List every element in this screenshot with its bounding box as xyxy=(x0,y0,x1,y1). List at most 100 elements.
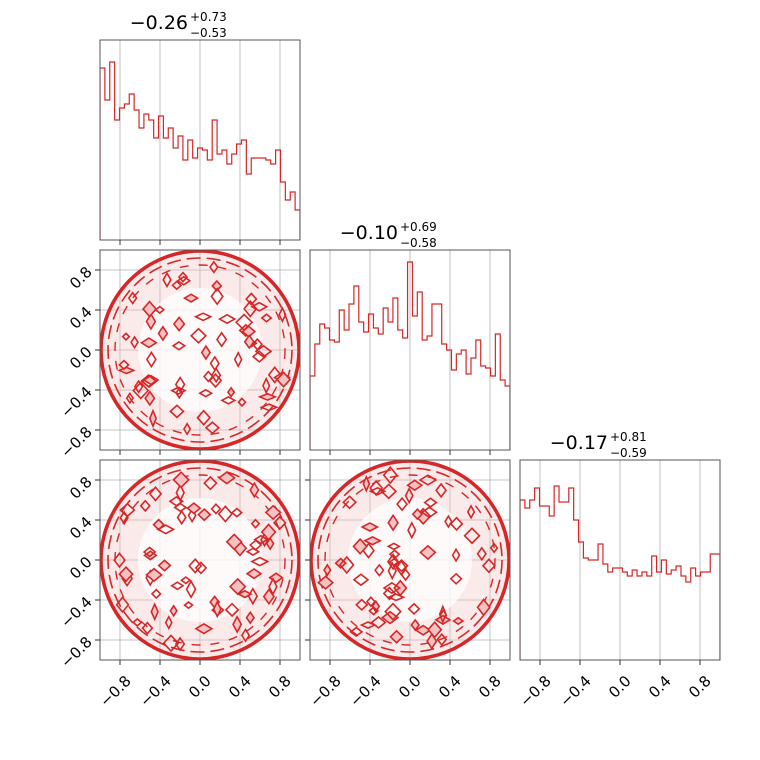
ytick-label-scatter-1-0-0: −0.8 xyxy=(57,423,95,461)
contour-blob-scatter-2-1-65 xyxy=(400,568,411,582)
contour-blob-scatter-1-0-28 xyxy=(243,299,258,318)
contour-blob-scatter-2-0-67 xyxy=(249,481,260,499)
contour-blob-scatter-1-0-10 xyxy=(144,390,156,407)
contour-blob-scatter-1-0-39 xyxy=(133,379,144,394)
ytick-label-scatter-2-0-4: 0.8 xyxy=(66,473,96,503)
contour-blob-scatter-2-0-37 xyxy=(145,567,163,583)
contour-blob-scatter-2-1-46 xyxy=(476,598,491,617)
histogram-steps-hist-2 xyxy=(520,485,720,660)
contour-blob-scatter-2-1-48 xyxy=(410,618,421,632)
contour-blob-scatter-2-1-45 xyxy=(352,573,370,587)
contour-blob-scatter-2-1-17 xyxy=(360,522,380,532)
contour-blob-scatter-2-1-51 xyxy=(427,620,443,639)
contour-blob-scatter-2-0-48 xyxy=(148,485,163,502)
contour-blob-scatter-2-0-26 xyxy=(162,634,180,653)
contour-blob-scatter-2-0-68 xyxy=(245,610,255,625)
contour-blob-scatter-2-0-29 xyxy=(249,539,263,551)
title-minus-hist-0: −0.53 xyxy=(190,26,227,40)
contour-blob-scatter-2-0-40 xyxy=(217,471,236,485)
contour-blob-scatter-2-1-55 xyxy=(411,508,424,521)
content-scatter-2-0 xyxy=(100,460,300,660)
contour-blob-scatter-2-0-55 xyxy=(119,510,129,526)
panel-scatter-2-1: −0.8 −0.4 0.0 0.4 0.8 xyxy=(305,459,511,711)
contour-blob-scatter-2-0-14 xyxy=(168,496,185,507)
contour-ring-scatter-1-0 xyxy=(107,257,293,443)
contour-blob-scatter-1-0-58 xyxy=(233,351,243,369)
contour-blob-scatter-2-0-36 xyxy=(260,523,277,541)
title-plus-hist-2: +0.81 xyxy=(610,430,647,444)
contour-blob-scatter-1-0-18 xyxy=(211,279,223,292)
title-median-hist-0: −0.26 xyxy=(130,12,188,34)
contour-blob-scatter-1-0-50 xyxy=(148,408,157,429)
panel-hist-1: −0.10 +0.69 −0.58 xyxy=(309,220,511,455)
contour-blob-scatter-1-0-11 xyxy=(171,340,187,351)
contour-blob-scatter-1-0-9 xyxy=(169,404,185,419)
xtick-label-scatter-2-1-4: 0.8 xyxy=(475,672,505,702)
contour-blob-scatter-1-0-52 xyxy=(154,305,166,315)
contour-blob-scatter-2-1-9 xyxy=(369,479,384,497)
contour-blob-scatter-2-1-57 xyxy=(449,572,463,585)
title-plus-hist-1: +0.69 xyxy=(400,220,437,234)
contour-blob-scatter-2-1-58 xyxy=(386,542,401,551)
contour-blob-scatter-2-0-45 xyxy=(203,475,218,491)
contour-blob-scatter-2-0-19 xyxy=(180,576,192,585)
contour-blob-scatter-2-1-50 xyxy=(423,497,438,508)
contour-blob-scatter-2-1-14 xyxy=(317,575,335,590)
contour-blob-scatter-2-0-30 xyxy=(268,577,278,597)
contour-blob-scatter-2-0-31 xyxy=(131,617,143,627)
contour-blob-scatter-1-0-53 xyxy=(200,344,212,361)
contour-blob-scatter-2-0-43 xyxy=(174,636,186,652)
contour-blob-scatter-2-0-6 xyxy=(157,559,172,572)
contour-blob-scatter-1-0-19 xyxy=(172,316,186,332)
contour-blob-scatter-2-1-68 xyxy=(382,465,398,485)
contour-blob-scatter-2-0-49 xyxy=(264,504,282,521)
contour-blob-scatter-2-1-11 xyxy=(406,479,424,492)
contour-blob-scatter-1-0-68 xyxy=(208,373,223,389)
contour-blob-scatter-2-0-35 xyxy=(183,601,194,610)
content-hist-2 xyxy=(520,485,720,660)
contour-blob-scatter-2-1-41 xyxy=(382,581,402,595)
contour-blob-scatter-1-0-3 xyxy=(226,386,236,398)
contour-ring2-scatter-1-0 xyxy=(114,264,286,436)
panel-hist-2: −0.17 +0.81 −0.59 −0.8 −0.4 0.0 0.4 0.8 xyxy=(516,430,721,711)
contour-blob-scatter-2-1-67 xyxy=(449,516,464,532)
contour-blob-scatter-1-0-16 xyxy=(132,381,150,400)
contour-blob-scatter-1-0-12 xyxy=(241,325,257,338)
contour-blob-scatter-1-0-51 xyxy=(210,287,224,306)
contour-blob-scatter-1-0-47 xyxy=(162,271,172,289)
xtick-label-hist-2-4: 0.8 xyxy=(685,672,715,702)
contour-blob-scatter-2-0-59 xyxy=(209,595,221,609)
histogram-steps-hist-1 xyxy=(310,261,510,450)
contour-blob-scatter-2-0-38 xyxy=(247,587,259,606)
contour-blob-scatter-1-0-29 xyxy=(204,421,220,435)
contour-blob-scatter-1-0-17 xyxy=(177,271,189,283)
contour-blob-scatter-1-0-59 xyxy=(176,275,192,286)
panel-scatter-2-0: −0.8 −0.4 0.0 0.4 0.8−0.8−0.40.00.40.8 xyxy=(57,459,301,711)
contour-blob-scatter-2-1-16 xyxy=(394,558,409,573)
contour-blob-scatter-1-0-64 xyxy=(193,312,213,322)
contour-blob-scatter-2-1-36 xyxy=(380,483,398,500)
contour-blob-scatter-2-0-42 xyxy=(173,502,188,513)
contour-blob-scatter-1-0-69 xyxy=(243,334,255,350)
contour-blob-scatter-2-0-44 xyxy=(229,577,247,596)
contour-blob-scatter-2-0-63 xyxy=(245,567,263,580)
contour-blob-scatter-1-0-65 xyxy=(216,331,228,348)
contour-blob-scatter-1-0-45 xyxy=(254,344,273,358)
contour-blob-scatter-2-0-65 xyxy=(240,627,251,643)
contour-blob-scatter-1-0-57 xyxy=(130,335,139,350)
contour-blob-scatter-2-1-60 xyxy=(463,527,481,545)
contour-blob-scatter-1-0-62 xyxy=(278,306,287,324)
ytick-label-scatter-2-0-3: 0.4 xyxy=(66,513,96,543)
contour-blob-scatter-1-0-66 xyxy=(140,374,157,388)
contour-blob-scatter-1-0-27 xyxy=(145,350,157,369)
contour-blob-scatter-2-1-61 xyxy=(435,482,448,499)
contour-blob-scatter-2-1-34 xyxy=(407,602,421,616)
ytick-label-scatter-2-0-1: −0.4 xyxy=(57,593,95,631)
contour-blob-scatter-2-1-59 xyxy=(355,598,369,611)
contour-blob-scatter-2-1-54 xyxy=(352,537,368,555)
contour-blob-scatter-2-1-6 xyxy=(387,513,399,532)
contour-blob-scatter-2-1-15 xyxy=(370,615,387,629)
xtick-label-scatter-2-0-3: 0.4 xyxy=(225,672,255,702)
contour-blob-scatter-2-1-26 xyxy=(389,629,404,644)
contour-blob-scatter-2-0-61 xyxy=(197,507,212,522)
